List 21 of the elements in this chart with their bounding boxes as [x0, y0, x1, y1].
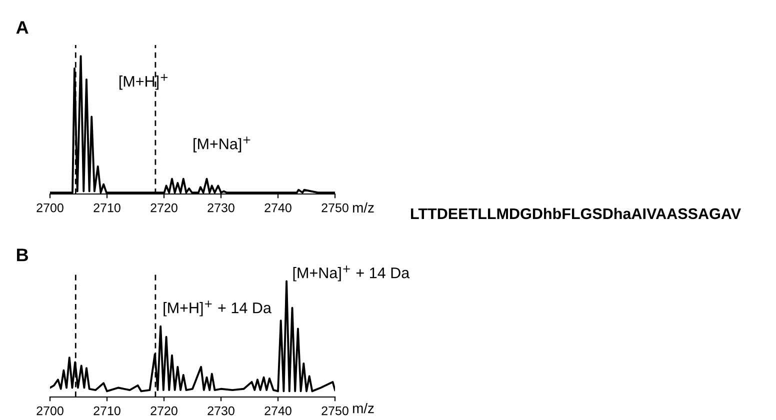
annotation: [M+H]$^{+}$ — [119, 74, 168, 90]
x-tick-label: 2730 — [208, 203, 234, 212]
x-tick-label: 2740 — [264, 406, 292, 416]
x-tick-label: 2750 — [322, 406, 348, 416]
x-tick-label: 2700 — [36, 203, 64, 212]
x-tick-label: 2750 — [322, 203, 348, 212]
x-tick-label: 2730 — [208, 406, 234, 416]
chart-title: B — [17, 248, 28, 262]
x-tick-label: 2720 — [150, 406, 178, 416]
x-axis-title: m/z — [353, 202, 374, 213]
chart-title: A — [16, 21, 28, 34]
x-tick-label: 2740 — [264, 203, 292, 212]
x-tick-label: 2720 — [150, 203, 178, 212]
annotation: [M+Na]$^{+}$ + 14 Da — [293, 266, 410, 282]
x-tick-label: 2710 — [94, 406, 120, 416]
annotation: [M+Na]$^{+}$ — [194, 136, 250, 152]
annotation: [M+H]$^{+}$ + 14 Da — [164, 300, 272, 316]
x-tick-label: 2710 — [94, 203, 120, 212]
x-axis-title: m/z — [353, 403, 374, 414]
x-tick-label: 2700 — [36, 406, 64, 416]
text: LTTDEETLLMDGDhbFLGSDhaAIVAASSAGAV — [411, 208, 741, 220]
